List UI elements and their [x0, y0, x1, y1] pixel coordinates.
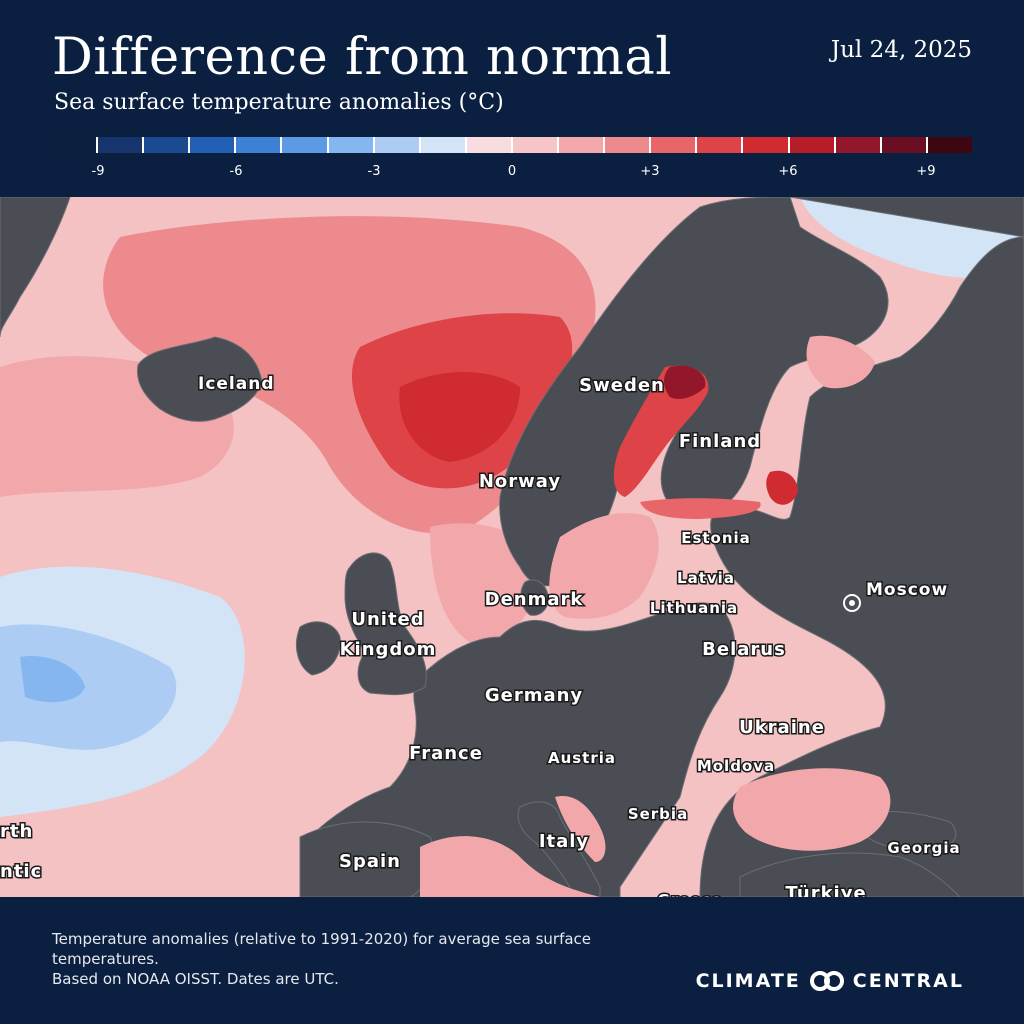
- map-label-moscow: Moscow: [866, 580, 948, 600]
- map-label-austria: Austria: [548, 749, 616, 767]
- mediterranean-sea: [420, 836, 600, 897]
- italy-landmass: [517, 801, 601, 897]
- iberia-landmass: [299, 821, 435, 897]
- map-label-moldova: Moldova: [697, 757, 775, 775]
- map-label-lithuania: Lithuania: [650, 599, 738, 617]
- map-label-spain: Spain: [339, 851, 401, 872]
- greenland-landmass: [0, 197, 71, 338]
- footer: Temperature anomalies (relative to 1991-…: [0, 897, 1024, 1024]
- header: Difference from normal Sea surface tempe…: [0, 0, 1024, 197]
- black-sea: [733, 768, 891, 851]
- map-label-norway: Norway: [479, 471, 561, 492]
- adriatic-sea: [555, 796, 606, 862]
- gulf-of-finland-sea: [640, 498, 761, 519]
- lake-ladoga: [766, 470, 798, 505]
- brand-left-text: CLIMATE: [695, 970, 801, 992]
- warm-anomaly-hot: [399, 372, 520, 462]
- legend-swatch: [651, 137, 698, 153]
- legend-swatch: [374, 137, 421, 153]
- legend-swatch: [697, 137, 744, 153]
- date-label: Jul 24, 2025: [830, 37, 972, 63]
- legend-tick-label: -3: [367, 164, 381, 179]
- page-title: Difference from normal: [52, 28, 673, 87]
- capital-marker-dot-icon: [849, 600, 855, 606]
- white-sea: [806, 335, 875, 389]
- map-label-atlantic-2: ntic: [0, 861, 42, 882]
- legend-swatch: [98, 137, 145, 153]
- baltic-sea: [549, 513, 659, 619]
- land-masses: [0, 197, 1024, 897]
- map-label-latvia: Latvia: [677, 569, 735, 587]
- ireland-landmass: [296, 621, 341, 676]
- map-label-belarus: Belarus: [702, 639, 786, 660]
- legend-swatch: [789, 137, 836, 153]
- legend-tick-label: -6: [229, 164, 243, 179]
- legend-swatch: [559, 137, 606, 153]
- map-label-georgia: Georgia: [887, 839, 960, 857]
- denmark-landmass: [520, 579, 549, 616]
- legend-swatch: [52, 137, 99, 153]
- legend-tick-labels: -9 -6 -3 0 +3 +6 +9: [52, 163, 972, 183]
- climate-central-logo: CLIMATE CENTRAL: [696, 970, 964, 992]
- map-label-germany: Germany: [485, 685, 583, 706]
- legend-swatch: [605, 137, 652, 153]
- legend-swatch: [927, 137, 972, 153]
- map-label-denmark: Denmark: [485, 589, 584, 610]
- legend-swatch: [835, 137, 882, 153]
- uk-landmass: [344, 552, 427, 696]
- color-scale-legend: [52, 137, 972, 153]
- map-label-ukraine: Ukraine: [739, 717, 825, 738]
- map-label-serbia: Serbia: [628, 805, 688, 823]
- map-label-atlantic-1: rth: [0, 821, 33, 842]
- legend-swatch: [881, 137, 928, 153]
- legend-swatch: [420, 137, 467, 153]
- legend-swatch: [144, 137, 191, 153]
- brand-right-text: CENTRAL: [852, 970, 964, 992]
- legend-tick-label: +3: [640, 164, 660, 179]
- map-label-uk-line2: Kingdom: [340, 639, 437, 660]
- legend-tick-label: 0: [507, 164, 517, 179]
- continental-europe-landmass: [299, 602, 736, 897]
- map-label-estonia: Estonia: [681, 529, 751, 547]
- scandinavia-landmass: [499, 197, 889, 587]
- legend-tick-label: +9: [916, 164, 936, 179]
- map-label-iceland: Iceland: [198, 374, 275, 394]
- map-label-turkiye: Türkiye: [785, 883, 866, 897]
- map-label-uk-line1: United: [351, 609, 424, 630]
- legend-tick-label: -9: [91, 164, 105, 179]
- footnote-line-1: Temperature anomalies (relative to 1991-…: [52, 930, 592, 968]
- legend-swatch: [512, 137, 560, 153]
- map-label-italy: Italy: [539, 831, 589, 852]
- map-label-finland: Finland: [679, 431, 761, 452]
- cool-anomaly-spot: [20, 656, 85, 703]
- legend-tick-label: +6: [778, 164, 798, 179]
- legend-swatch: [328, 137, 375, 153]
- map-labels: Iceland Sweden Finland Norway Estonia Latvia L…: [0, 373, 961, 898]
- anomaly-map: Iceland Sweden Finland Norway Estonia Latvia L…: [0, 197, 1024, 897]
- footnote: Temperature anomalies (relative to 1991-…: [52, 929, 692, 989]
- footnote-line-2: Based on NOAA OISST. Dates are UTC.: [52, 970, 339, 988]
- map-label-sweden: Sweden: [579, 375, 665, 396]
- linked-rings-icon: [809, 971, 844, 991]
- page-subtitle: Sea surface temperature anomalies (°C): [54, 90, 504, 115]
- cool-anomaly-core: [0, 624, 177, 750]
- map-label-france: France: [409, 743, 483, 764]
- legend-swatch: [743, 137, 790, 153]
- iceland-landmass: [136, 336, 263, 422]
- map-label-greece: Greece: [657, 891, 722, 897]
- legend-swatch: [190, 137, 237, 153]
- bothnian-bay-hot: [664, 365, 706, 399]
- capital-marker-icon: [843, 594, 861, 612]
- legend-swatch: [466, 137, 513, 153]
- legend-swatch: [236, 137, 283, 153]
- gulf-of-bothnia-sea: [613, 365, 709, 497]
- turkey-landmass: [739, 852, 961, 897]
- legend-swatch: [282, 137, 329, 153]
- inland-seas: [420, 335, 891, 897]
